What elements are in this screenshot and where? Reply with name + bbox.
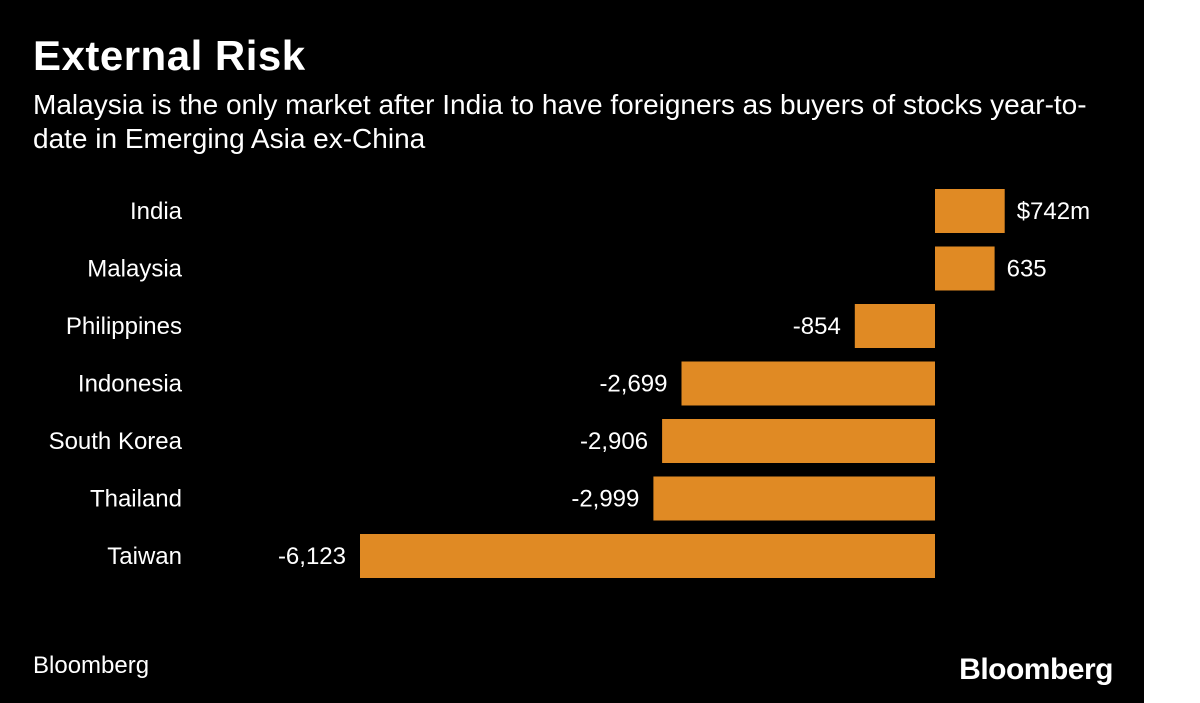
- bar-chart: India Malaysia Philippines Indonesia South K…: [49, 189, 1090, 578]
- bar-philippines: [854, 304, 935, 348]
- value-labels-group: $742m 635 -854 -2,699 -2,906 -2,999 -6,123: [278, 198, 1090, 570]
- chart-card: External Risk Malaysia is the only marke…: [0, 0, 1144, 703]
- category-label: Taiwan: [107, 543, 182, 570]
- bar-thailand: [653, 476, 935, 521]
- value-label: 635: [1007, 256, 1047, 283]
- bloomberg-logo: Bloomberg: [959, 653, 1113, 686]
- value-label: -2,999: [571, 486, 639, 513]
- source-note: Bloomberg: [33, 652, 150, 679]
- value-label: -6,123: [278, 543, 346, 570]
- bars-group: [360, 189, 1005, 578]
- bar-india: [935, 189, 1005, 233]
- chart-subtitle: Malaysia is the only market after India …: [33, 89, 1087, 154]
- value-label: -854: [793, 313, 841, 340]
- bar-malaysia: [935, 246, 995, 291]
- category-label: Indonesia: [78, 371, 183, 398]
- category-label: Philippines: [66, 313, 182, 340]
- category-labels-group: India Malaysia Philippines Indonesia South K…: [49, 198, 183, 570]
- category-label: Malaysia: [87, 256, 182, 283]
- bar-south-korea: [662, 419, 935, 463]
- value-label: -2,699: [599, 371, 667, 398]
- chart-title: External Risk: [33, 32, 306, 79]
- value-label: -2,906: [580, 428, 648, 455]
- bar-taiwan: [360, 534, 935, 578]
- category-label: Thailand: [90, 486, 182, 513]
- value-label: $742m: [1017, 198, 1090, 225]
- bar-indonesia: [681, 361, 935, 406]
- category-label: India: [130, 198, 183, 225]
- category-label: South Korea: [49, 428, 183, 455]
